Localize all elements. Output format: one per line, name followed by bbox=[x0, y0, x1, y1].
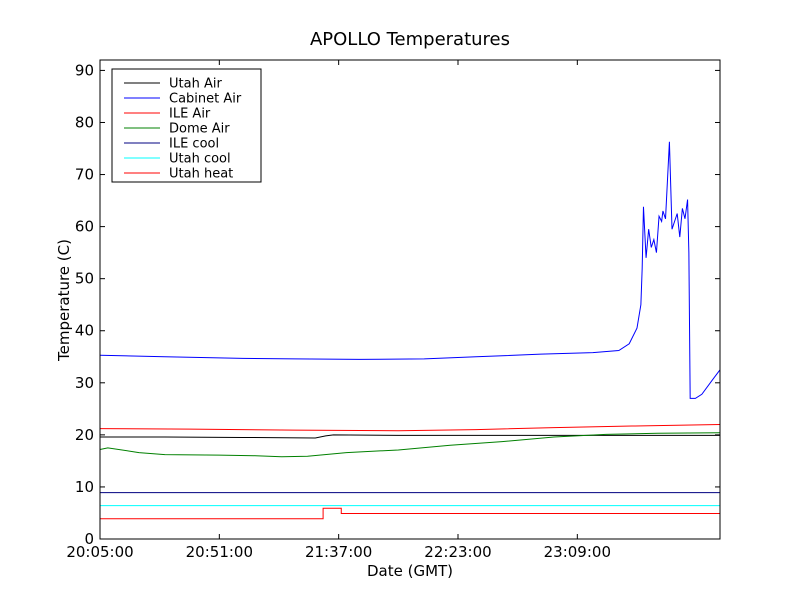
plot-frame bbox=[99, 59, 721, 540]
legend-entry: Cabinet Air bbox=[169, 92, 242, 107]
y-tick-label: 20 bbox=[75, 426, 94, 444]
y-tick-label: 90 bbox=[75, 61, 94, 79]
legend-entry: Dome Air bbox=[169, 122, 230, 137]
y-tick-label: 50 bbox=[75, 270, 94, 288]
series-line-1 bbox=[99, 141, 721, 399]
x-tick-label: 23:09:00 bbox=[544, 543, 611, 561]
legend-entry: Utah cool bbox=[169, 152, 231, 167]
y-tick-label: 80 bbox=[75, 113, 94, 131]
legend-entry: Utah heat bbox=[169, 167, 233, 182]
y-axis-label: Temperature (C) bbox=[55, 239, 73, 362]
legend-box bbox=[111, 68, 262, 183]
legend-entry: Utah Air bbox=[169, 77, 222, 92]
x-tick-label: 21:37:00 bbox=[305, 543, 372, 561]
y-axis: 0 10 20 30 40 50 60 70 80 90 bbox=[75, 61, 720, 548]
series-layer bbox=[99, 141, 721, 520]
y-tick-label: 70 bbox=[75, 166, 94, 184]
y-tick-label: 60 bbox=[75, 218, 94, 236]
series-line-3 bbox=[99, 432, 721, 458]
chart-title: APOLLO Temperatures bbox=[310, 29, 510, 50]
y-tick-label: 0 bbox=[84, 530, 94, 548]
y-tick-label: 10 bbox=[75, 478, 94, 496]
x-tick-label: 20:51:00 bbox=[186, 543, 253, 561]
series-line-2 bbox=[99, 423, 721, 432]
y-tick-label: 40 bbox=[75, 322, 94, 340]
series-line-6 bbox=[100, 507, 720, 520]
x-axis: 20:05:00 20:51:00 21:37:00 22:23:00 23:09:00 bbox=[66, 60, 611, 561]
x-tick-label: 20:05:00 bbox=[66, 543, 133, 561]
y-tick-label: 30 bbox=[75, 374, 94, 392]
legend-entry: ILE Air bbox=[169, 107, 211, 122]
legend-entry: ILE cool bbox=[169, 137, 219, 152]
x-axis-label: Date (GMT) bbox=[367, 562, 453, 580]
x-tick-label: 22:23:00 bbox=[424, 543, 491, 561]
